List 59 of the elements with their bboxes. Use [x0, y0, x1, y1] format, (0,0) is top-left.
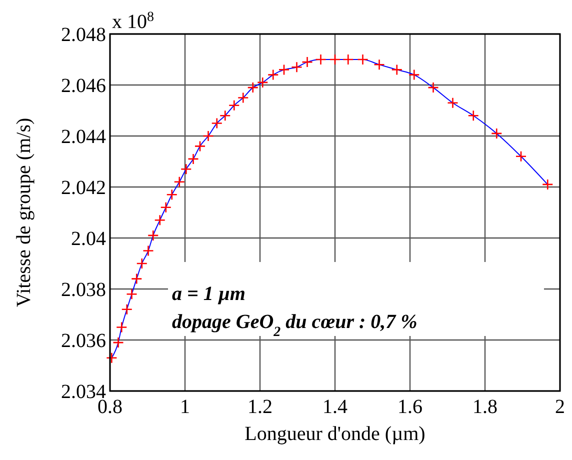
- y-tick-label: 2.048: [61, 24, 106, 46]
- point: [374, 58, 385, 70]
- point: [112, 336, 124, 348]
- point: [160, 202, 172, 214]
- point: [154, 214, 166, 226]
- point: [542, 178, 554, 190]
- point: [256, 76, 268, 88]
- point: [315, 54, 326, 66]
- point: [237, 92, 249, 104]
- point: [136, 258, 148, 270]
- annotation: a = 1 µm: [172, 283, 246, 305]
- point: [267, 69, 279, 80]
- point: [126, 288, 138, 300]
- annotation: dopage GeO$_{2}$ du cœur : 0,7 %: [172, 311, 418, 340]
- point: [202, 130, 214, 142]
- text: x 10$^{8}$: [112, 10, 154, 33]
- x-tick-label: 1.2: [248, 396, 272, 418]
- point: [211, 118, 223, 129]
- x-tick-label: 2: [555, 396, 565, 418]
- y-tick-label: 2.038: [61, 279, 106, 301]
- y-tick-label: 2.04: [71, 228, 106, 250]
- point: [166, 189, 178, 200]
- point: [342, 54, 354, 66]
- point: [147, 230, 159, 242]
- point: [408, 69, 420, 80]
- point: [278, 64, 290, 76]
- point: [174, 176, 186, 188]
- point: [468, 110, 480, 122]
- point: [391, 64, 403, 76]
- point: [291, 62, 302, 73]
- x-tick-label: 1.8: [472, 396, 498, 418]
- point: [329, 54, 341, 66]
- y-tick-label: 2.042: [61, 177, 106, 199]
- point: [194, 140, 206, 152]
- point: [490, 128, 502, 140]
- point: [180, 164, 192, 175]
- y-tick-label: 2.044: [61, 126, 106, 148]
- point: [106, 352, 118, 364]
- point: [428, 82, 439, 94]
- point: [130, 273, 142, 284]
- x-axis-title: Longueur d'onde (µm): [244, 423, 426, 445]
- point: [121, 304, 133, 316]
- y-axis-title: Vitesse de groupe (m/s): [13, 118, 35, 308]
- x-tick-label: 1.6: [398, 396, 422, 418]
- point: [228, 100, 240, 112]
- point: [116, 322, 128, 333]
- point: [515, 150, 527, 162]
- point: [357, 54, 368, 66]
- point: [247, 82, 259, 94]
- x-tick-label: 1.4: [322, 396, 348, 418]
- point: [188, 153, 199, 165]
- x-tick-label: 1: [180, 396, 190, 418]
- point: [142, 245, 154, 256]
- y-tick-label: 2.046: [61, 75, 106, 97]
- line-series: [111, 59, 548, 358]
- point: [302, 56, 313, 68]
- y-tick-label: 2.036: [61, 330, 106, 352]
- point: [219, 110, 231, 122]
- point: [447, 97, 458, 108]
